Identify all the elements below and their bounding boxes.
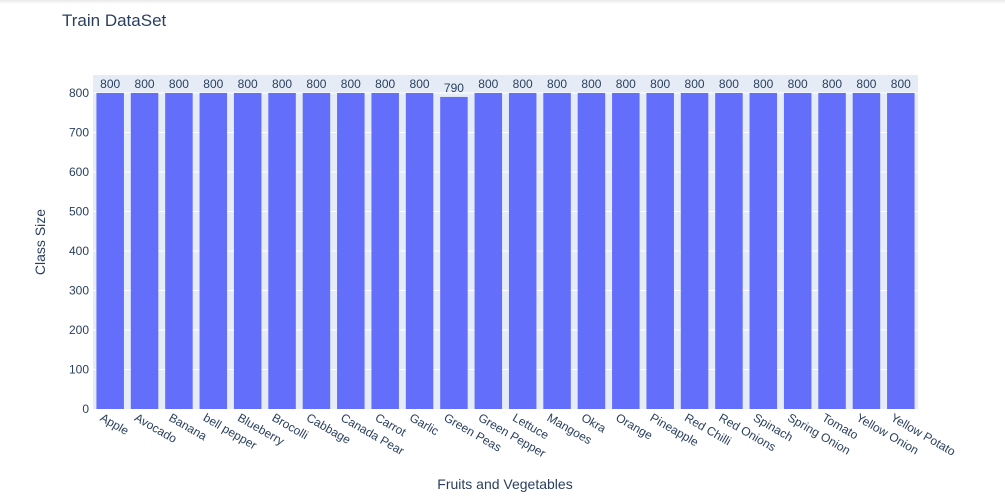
bar bbox=[405, 93, 434, 409]
y-tick-label: 400 bbox=[69, 244, 89, 258]
bar-labels: 800 800 800 800 800 800 800 800 800 800 790 800 800 8… bbox=[100, 77, 911, 95]
bar bbox=[887, 93, 915, 409]
bar bbox=[337, 93, 365, 409]
y-tick-label: 600 bbox=[69, 165, 89, 179]
y-tick-label: 300 bbox=[69, 284, 89, 298]
bar bbox=[96, 93, 124, 409]
bar bbox=[852, 93, 881, 409]
bar-value-label: 800 bbox=[169, 77, 189, 91]
x-tick-label: Garlic bbox=[407, 410, 441, 438]
y-axis-ticks: 0 100 200 300 400 500 600 700 800 bbox=[69, 86, 89, 416]
y-tick-label: 100 bbox=[69, 363, 89, 377]
bar-value-label: 800 bbox=[272, 77, 292, 91]
bar bbox=[749, 93, 778, 409]
bar bbox=[508, 93, 537, 409]
bar bbox=[680, 93, 709, 409]
bar bbox=[199, 93, 228, 409]
gridlines bbox=[93, 92, 918, 370]
bar bbox=[440, 96, 468, 409]
bar bbox=[130, 93, 159, 409]
bar bbox=[783, 93, 812, 409]
bar-value-label: 800 bbox=[685, 77, 705, 91]
bar-value-label: 800 bbox=[650, 77, 670, 91]
bar bbox=[577, 93, 606, 409]
y-tick-label: 200 bbox=[69, 323, 89, 337]
bar bbox=[818, 93, 846, 409]
x-tick-label: Orange bbox=[613, 410, 655, 442]
x-tick-label: Apple bbox=[98, 410, 132, 438]
bar-value-label: 800 bbox=[616, 77, 636, 91]
y-tick-label: 700 bbox=[69, 126, 89, 140]
y-tick-label: 500 bbox=[69, 205, 89, 219]
bar bbox=[646, 93, 674, 409]
plot-area bbox=[93, 75, 918, 409]
bar-value-label: 800 bbox=[238, 77, 258, 91]
bar bbox=[165, 93, 193, 409]
bar-value-label: 800 bbox=[478, 77, 498, 91]
top-shadow bbox=[0, 0, 1005, 4]
bar-value-label: 800 bbox=[410, 77, 430, 91]
bar bbox=[302, 93, 331, 409]
bar bbox=[612, 93, 640, 409]
bars bbox=[96, 93, 915, 409]
bar bbox=[371, 93, 399, 409]
bar-value-label: 800 bbox=[513, 77, 533, 91]
x-axis-title: Fruits and Vegetables bbox=[437, 476, 572, 492]
bar-value-label: 800 bbox=[375, 77, 395, 91]
bar-value-label: 800 bbox=[341, 77, 361, 91]
bar-value-label: 800 bbox=[856, 77, 876, 91]
y-tick-label: 0 bbox=[82, 402, 89, 416]
y-axis-title: Class Size bbox=[32, 209, 48, 275]
bar bbox=[543, 93, 571, 409]
bar-value-label: 800 bbox=[788, 77, 808, 91]
bar bbox=[715, 93, 743, 409]
bar-value-label: 800 bbox=[203, 77, 223, 91]
bar-value-label: 800 bbox=[822, 77, 842, 91]
bar bbox=[474, 93, 503, 409]
bar-value-label: 800 bbox=[753, 77, 773, 91]
bar-value-label: 800 bbox=[100, 77, 120, 91]
bar-value-label: 800 bbox=[891, 77, 911, 91]
bar-value-label: 800 bbox=[581, 77, 601, 91]
y-tick-label: 800 bbox=[69, 86, 89, 100]
bar-value-label: 800 bbox=[719, 77, 739, 91]
bar-value-label: 800 bbox=[547, 77, 567, 91]
chart-title: Train DataSet bbox=[62, 11, 167, 30]
bar-value-label: 800 bbox=[306, 77, 326, 91]
bar-value-label: 790 bbox=[444, 81, 464, 95]
bar bbox=[268, 93, 296, 409]
bar bbox=[233, 93, 262, 409]
bar-value-label: 800 bbox=[135, 77, 155, 91]
